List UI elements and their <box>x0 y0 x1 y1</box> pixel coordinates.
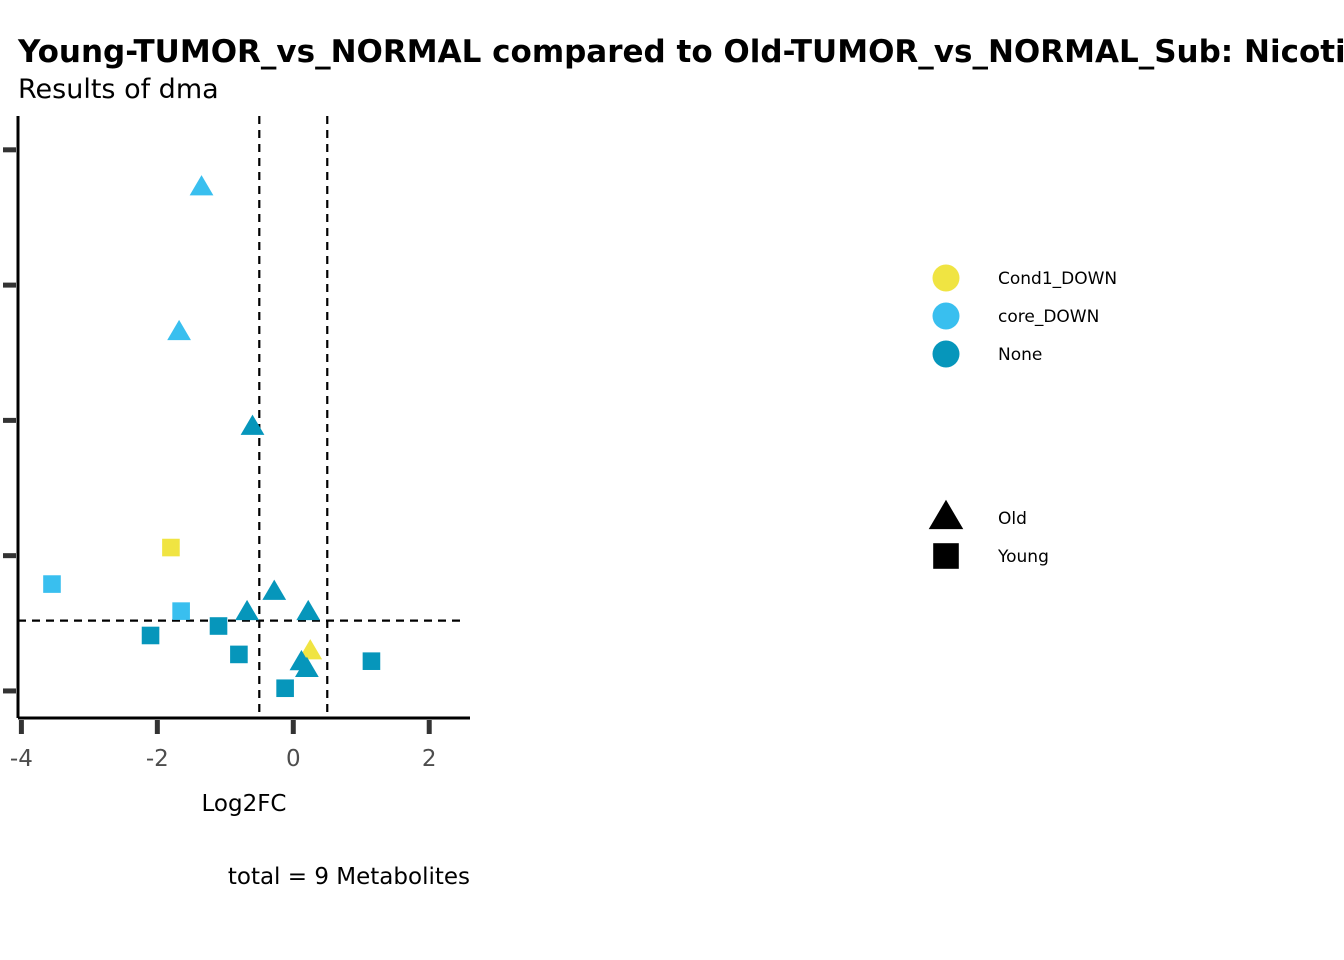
legend-key-color <box>932 302 960 330</box>
legend-label: Cond1_DOWN <box>998 269 1117 289</box>
data-points <box>43 175 381 698</box>
reference-lines <box>18 116 462 718</box>
data-point <box>209 617 228 635</box>
chart-subtitle: Results of dma <box>18 74 219 105</box>
data-point <box>262 579 287 600</box>
legend-label: Young <box>997 547 1049 567</box>
x-axis-title: Log2FC <box>201 791 286 817</box>
x-tick-label: 0 <box>286 746 301 772</box>
data-point <box>230 645 248 664</box>
x-axis-ticks: -4 -2 0 2 <box>10 720 437 772</box>
legend-key-shape <box>928 499 964 530</box>
data-point <box>172 602 190 620</box>
data-point <box>294 656 319 677</box>
legend-key-shape <box>933 543 959 569</box>
data-point <box>235 599 259 621</box>
x-tick-label: -2 <box>146 746 169 772</box>
data-point <box>141 626 160 645</box>
chart-title: Young-TUMOR_vs_NORMAL compared to Old-TU… <box>17 34 1344 70</box>
data-point <box>167 319 191 341</box>
x-tick-label: -4 <box>10 746 33 772</box>
legend-key-color <box>932 340 960 368</box>
legend-label: None <box>998 345 1042 365</box>
legend: Cond1_DOWN core_DOWN None Old Young <box>928 264 1117 569</box>
caption: total = 9 Metabolites <box>228 864 470 890</box>
legend-label: core_DOWN <box>998 307 1099 327</box>
legend-label: Old <box>998 509 1027 529</box>
data-point <box>298 639 323 660</box>
data-point <box>240 414 265 435</box>
data-point <box>189 175 214 196</box>
data-point <box>43 575 61 593</box>
data-point <box>276 679 294 698</box>
legend-key-color <box>932 264 960 292</box>
data-point <box>162 538 180 557</box>
data-point <box>362 652 381 670</box>
plot-area: -4 -2 0 2 <box>3 116 470 772</box>
data-point <box>296 599 321 621</box>
x-tick-label: 2 <box>422 746 437 772</box>
y-axis-ticks <box>3 147 16 694</box>
